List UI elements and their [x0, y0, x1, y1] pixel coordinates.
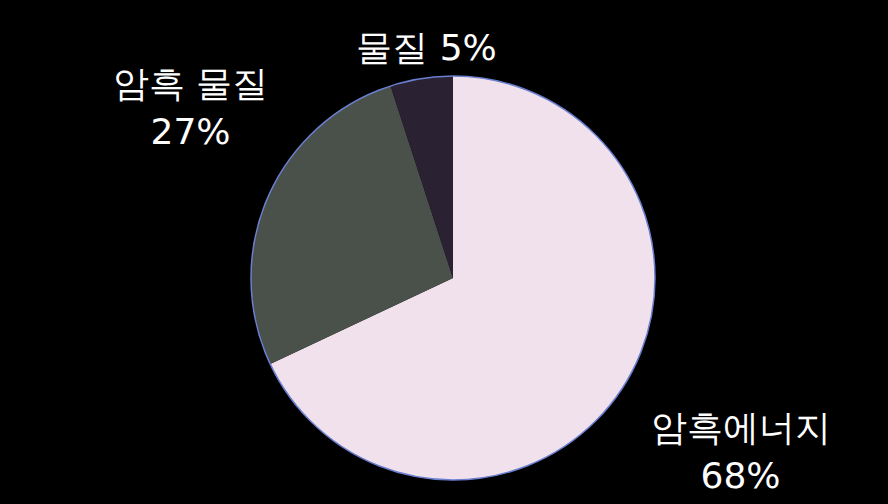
svg-text:암흑에너지68%: 암흑에너지68%	[651, 407, 831, 497]
svg-text:암흑 물질27%: 암흑 물질27%	[113, 63, 268, 153]
svg-text:물질 5%: 물질 5%	[356, 27, 497, 68]
